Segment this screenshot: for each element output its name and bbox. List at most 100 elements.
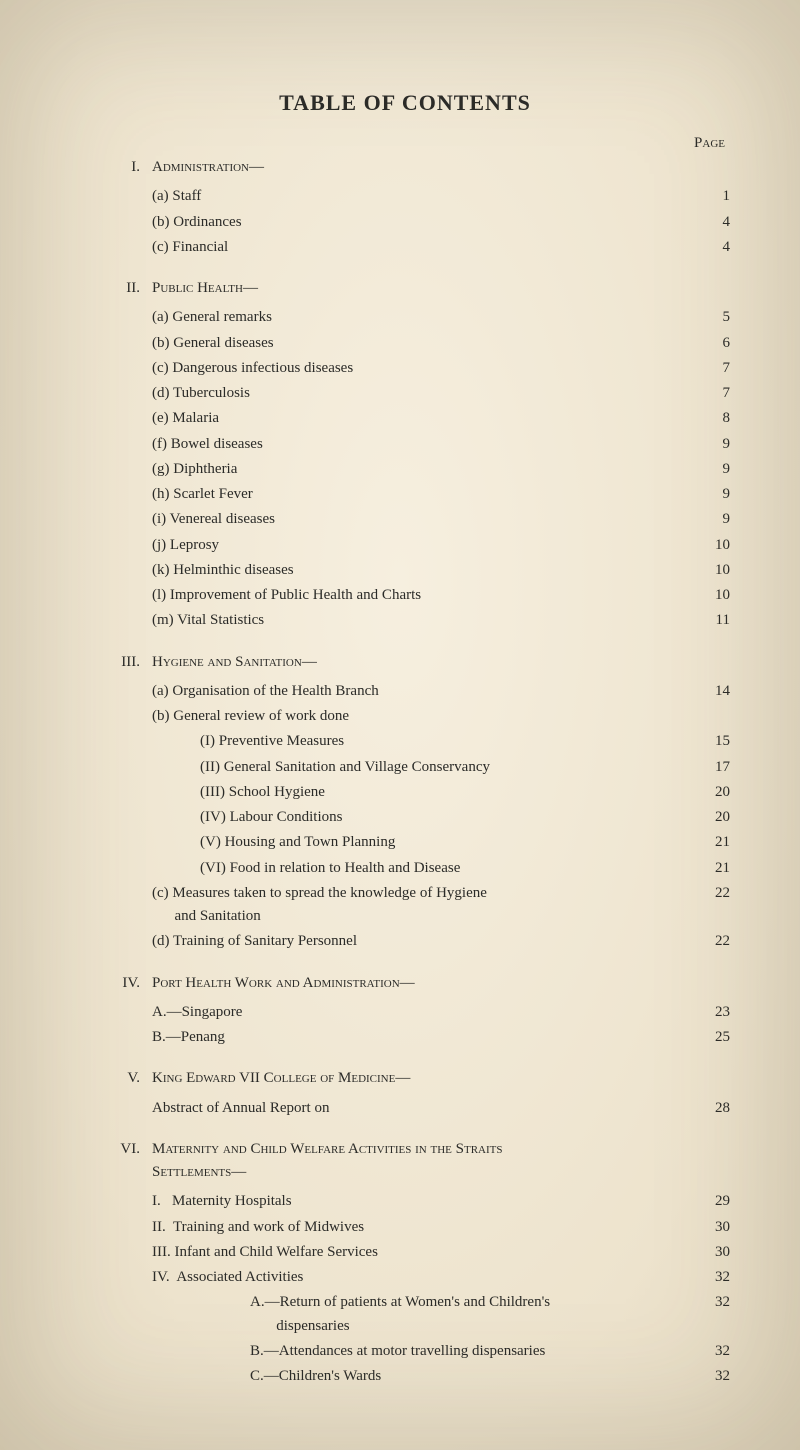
toc-entry-page: 15 [690,730,730,753]
toc-entry-page: 29 [690,1190,730,1213]
toc-title: TABLE OF CONTENTS [80,90,730,116]
toc-entry-page: 30 [690,1241,730,1264]
toc-entry-row: C.—Children's Wards32 [80,1365,730,1388]
toc-section-row: II.Public Health— [80,277,730,300]
toc-entry-row: (j) Leprosy10 [80,534,730,557]
page-container: TABLE OF CONTENTS Page I.Administration—… [0,0,800,1450]
toc-entry-page: 32 [690,1266,730,1289]
toc-entry-label: I. Maternity Hospitals [80,1190,690,1213]
toc-entry-row: (d) Training of Sanitary Personnel22 [80,930,730,953]
toc-entry-label: II. Training and work of Midwives [80,1216,690,1239]
toc-section-heading: King Edward VII College of Medicine— [152,1067,730,1090]
toc-entry-row: A.—Singapore23 [80,1001,730,1024]
toc-entry-row: I. Maternity Hospitals29 [80,1190,730,1213]
toc-entry-row: (a) General remarks5 [80,306,730,329]
toc-entry-row: (VI) Food in relation to Health and Dise… [80,857,730,880]
toc-entry-page: 22 [690,930,730,953]
toc-section-roman: II. [80,277,152,300]
toc-entry-row: (IV) Labour Conditions20 [80,806,730,829]
toc-entry-page: 30 [690,1216,730,1239]
toc-entry-page: 14 [690,680,730,703]
toc-section-heading: Hygiene and Sanitation— [152,651,730,674]
toc-entry-row: (c) Measures taken to spread the knowled… [80,882,730,929]
toc-entry-page: 9 [690,508,730,531]
toc-entry-label: (k) Helminthic diseases [80,559,690,582]
toc-entry-label: (d) Tuberculosis [80,382,690,405]
page-column-label: Page [694,135,725,152]
toc-entry-page: 4 [690,211,730,234]
toc-entry-row: (b) General diseases6 [80,332,730,355]
toc-entry-label: Abstract of Annual Report on [80,1097,690,1120]
toc-entry-page: 20 [690,781,730,804]
toc-entry-row: (II) General Sanitation and Village Cons… [80,756,730,779]
toc-entry-page: 21 [690,857,730,880]
toc-entry-page: 32 [690,1291,730,1314]
toc-entry-page: 1 [690,185,730,208]
toc-entry-row: (d) Tuberculosis7 [80,382,730,405]
toc-entry-page: 10 [690,584,730,607]
toc-entry-label: (VI) Food in relation to Health and Dise… [80,857,690,880]
toc-section-roman: IV. [80,972,152,995]
toc-entry-label: (V) Housing and Town Planning [80,831,690,854]
toc-entry-label: (III) School Hygiene [80,781,690,804]
toc-entry-label: (c) Financial [80,236,690,259]
toc-entry-row: (b) Ordinances4 [80,211,730,234]
toc-entry-label: IV. Associated Activities [80,1266,690,1289]
toc-entry-page: 22 [690,882,730,905]
toc-entry-page: 9 [690,483,730,506]
toc-entry-row: (I) Preventive Measures15 [80,730,730,753]
toc-entry-label: (j) Leprosy [80,534,690,557]
toc-entry-row: (h) Scarlet Fever9 [80,483,730,506]
toc-entry-label: (b) General diseases [80,332,690,355]
toc-section-row: VI.Maternity and Child Welfare Activitie… [80,1138,730,1185]
toc-entry-label: A.—Singapore [80,1001,690,1024]
toc-section-row: IV.Port Health Work and Administration— [80,972,730,995]
toc-entry-label: (b) General review of work done [80,705,690,728]
toc-entry-label: (l) Improvement of Public Health and Cha… [80,584,690,607]
toc-entry-row: III. Infant and Child Welfare Services30 [80,1241,730,1264]
toc-entry-row: IV. Associated Activities32 [80,1266,730,1289]
toc-section-row: V.King Edward VII College of Medicine— [80,1067,730,1090]
toc-entry-page: 9 [690,433,730,456]
toc-entry-page: 32 [690,1365,730,1388]
toc-section-row: III.Hygiene and Sanitation— [80,651,730,674]
toc-entry-label: (c) Dangerous infectious diseases [80,357,690,380]
toc-entry-row: (a) Staff1 [80,185,730,208]
toc-entry-row: (e) Malaria8 [80,407,730,430]
toc-entry-label: (b) Ordinances [80,211,690,234]
toc-entry-page: 11 [690,609,730,632]
toc-entry-label: (I) Preventive Measures [80,730,690,753]
toc-entry-label: (a) Staff [80,185,690,208]
toc-entry-label: (h) Scarlet Fever [80,483,690,506]
toc-entry-label: (m) Vital Statistics [80,609,690,632]
toc-entry-row: (g) Diphtheria9 [80,458,730,481]
toc-entry-label: III. Infant and Child Welfare Services [80,1241,690,1264]
toc-entry-row: (a) Organisation of the Health Branch14 [80,680,730,703]
toc-entry-page: 32 [690,1340,730,1363]
toc-entry-row: (l) Improvement of Public Health and Cha… [80,584,730,607]
toc-entry-page: 23 [690,1001,730,1024]
toc-entry-page: 10 [690,534,730,557]
toc-entry-label: (i) Venereal diseases [80,508,690,531]
toc-entry-row: B.—Attendances at motor travelling dispe… [80,1340,730,1363]
toc-entry-row: B.—Penang25 [80,1026,730,1049]
toc-entry-page: 8 [690,407,730,430]
toc-entry-label: (c) Measures taken to spread the knowled… [80,882,690,929]
toc-body: I.Administration—(a) Staff1(b) Ordinance… [80,156,730,1388]
toc-entry-row: (c) Dangerous infectious diseases7 [80,357,730,380]
toc-entry-label: (f) Bowel diseases [80,433,690,456]
toc-entry-page: 6 [690,332,730,355]
toc-entry-row: (V) Housing and Town Planning21 [80,831,730,854]
toc-entry-row: Abstract of Annual Report on28 [80,1097,730,1120]
toc-section-roman: VI. [80,1138,152,1161]
toc-entry-row: (b) General review of work done [80,705,730,728]
toc-entry-label: (a) General remarks [80,306,690,329]
toc-entry-label: C.—Children's Wards [80,1365,690,1388]
toc-entry-page: 21 [690,831,730,854]
toc-entry-row: A.—Return of patients at Women's and Chi… [80,1291,730,1338]
toc-entry-row: (c) Financial4 [80,236,730,259]
toc-entry-label: (g) Diphtheria [80,458,690,481]
toc-entry-page: 10 [690,559,730,582]
toc-entry-page: 17 [690,756,730,779]
toc-entry-page: 5 [690,306,730,329]
